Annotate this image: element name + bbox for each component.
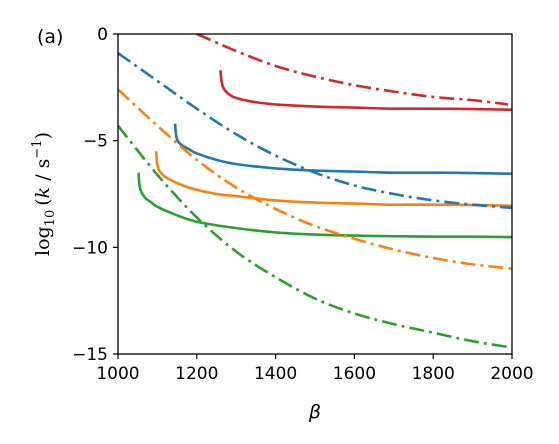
y-label-sub: 10 (43, 210, 58, 227)
y-tick-label: 0 (97, 25, 108, 45)
y-label-var: k (32, 187, 54, 199)
panel-label: (a) (37, 26, 63, 48)
series-line-dashdot-7 (118, 124, 512, 349)
y-label-mid: / s (32, 159, 54, 187)
series-line-dashdot-3 (118, 52, 512, 210)
y-tick-label: −10 (72, 238, 108, 258)
x-tick-label: 1600 (333, 364, 376, 384)
series-line-dashdot-5 (118, 88, 512, 270)
x-tick-label: 1000 (96, 364, 139, 384)
x-tick-label: 2000 (490, 364, 533, 384)
x-axis-label: β (308, 401, 321, 423)
series-line-dashdot-1 (196, 34, 509, 106)
y-label-sup: −1 (30, 139, 45, 158)
series-line-solid-4 (154, 151, 512, 208)
y-label-close: ) (32, 132, 54, 139)
x-tick-label: 1800 (412, 364, 455, 384)
y-axis-label: log10 (k / s−1) (30, 132, 58, 256)
x-tick-label: 1400 (254, 364, 297, 384)
series-line-solid-0 (219, 70, 512, 112)
series-layer (118, 34, 512, 349)
x-tick-label: 1200 (175, 364, 218, 384)
y-tick-label: −5 (83, 132, 108, 152)
series-line-solid-2 (173, 123, 512, 176)
plot-frame (117, 33, 513, 355)
y-label-fn: log (32, 226, 54, 256)
series-line-solid-6 (137, 172, 512, 239)
y-tick-label: −15 (72, 345, 108, 365)
y-label-open: ( (32, 198, 54, 205)
ticks-layer: 1000 1200 1400 1600 1800 2000 0 −5 −10 −15 (72, 25, 534, 384)
